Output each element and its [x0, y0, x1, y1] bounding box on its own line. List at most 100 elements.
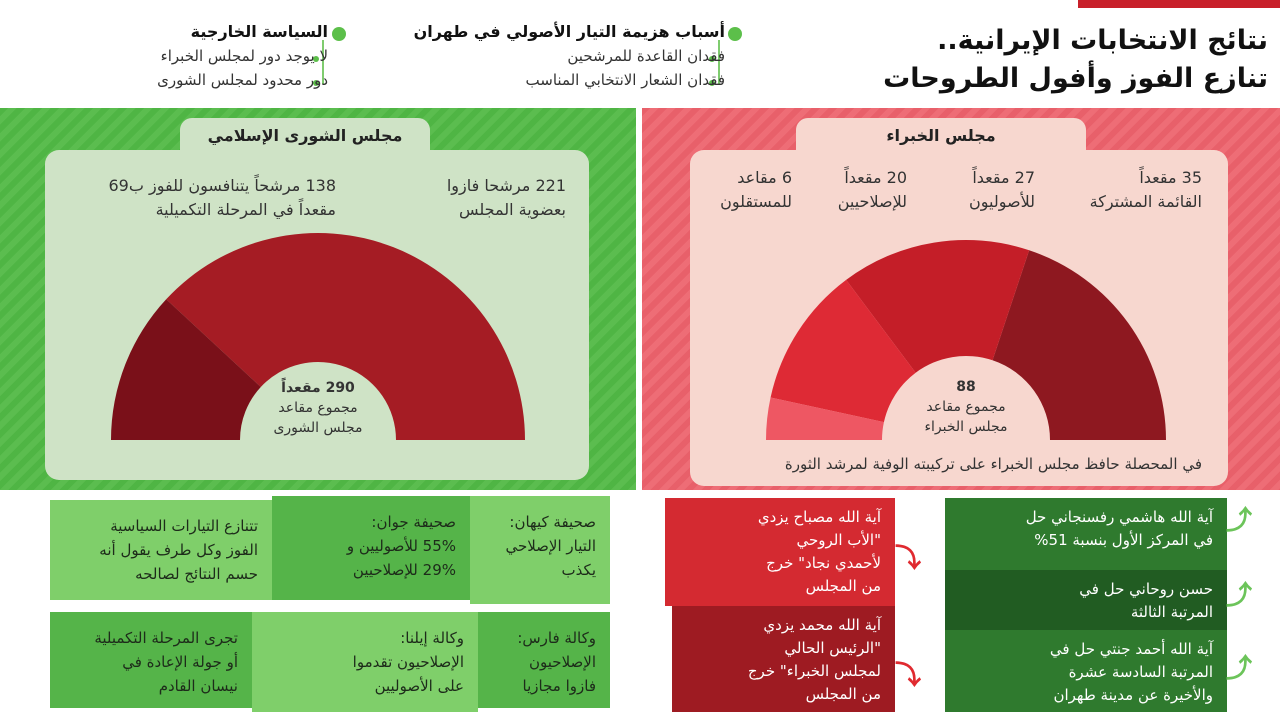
chart-1-slice-3	[766, 397, 884, 440]
chart-1-slice-0	[992, 250, 1166, 440]
slice-label-reformists: 20 مقعداً للإصلاحيين	[787, 166, 907, 214]
box-line: آية الله أحمد جنتي حل في	[1049, 640, 1213, 658]
slice-label-line: القائمة المشتركة	[1089, 192, 1202, 211]
press-box-javan: صحيفة جوان: 55% للأصوليين و 29% للإصلاحيين	[272, 496, 470, 600]
slice-label-line: 221 مرشحا فازوا	[446, 176, 566, 195]
box-line: 29% للإصلاحيين	[352, 561, 456, 579]
slice-label-line: للأصوليون	[969, 192, 1035, 211]
bullet-heading: أسباب هزيمة التيار الأصولي في طهران	[413, 22, 725, 41]
loser-box-yazdi: آية الله محمد يزدي "الرئيس الحالي لمجلس ال…	[672, 606, 895, 712]
top-accent-bar	[1078, 0, 1280, 8]
winner-box-rouhani: حسن روحاني حل في المرتبة الثالثة	[945, 570, 1227, 630]
slice-label-line: بعضوية المجلس	[458, 200, 566, 219]
experts-footnote: في المحصلة حافظ مجلس الخبراء على تركيبته…	[784, 455, 1202, 473]
bullet-heading: السياسة الخارجية	[190, 22, 328, 41]
center-total: 88	[956, 379, 976, 395]
connector-line	[322, 40, 324, 84]
bullet-icon	[313, 56, 319, 62]
press-box-ilna: وكالة إيلنا: الإصلاحيون تقدموا على الأصولي…	[252, 612, 478, 712]
box-line: حسم النتائج لصالحه	[135, 565, 258, 583]
shura-center-label: 290 مقعداً مجموع مقاعد مجلس الشورى	[258, 378, 378, 438]
connector-line	[718, 40, 720, 84]
slice-label-line: 35 مقعداً	[1139, 168, 1202, 187]
box-line: والأخيرة عن مدينة طهران	[1053, 686, 1213, 704]
experts-center-label: 88 مجموع مقاعد مجلس الخبراء	[906, 377, 1026, 437]
slice-label-line: للإصلاحيين	[837, 192, 907, 211]
box-line: يكذب	[561, 561, 596, 579]
box-line: لأحمدي نجاد" خرج	[766, 554, 881, 572]
winner-box-jannati: آية الله أحمد جنتي حل في المرتبة السادسة …	[945, 630, 1227, 712]
experts-panel: مجلس الخبراء 35 مقعداً القائمة المشتركة …	[642, 108, 1280, 490]
bullet-item: دور محدود لمجلس الشورى	[157, 71, 328, 89]
box-line: تجرى المرحلة التكميلية	[94, 629, 238, 647]
slice-label-line: للمستقلون	[720, 192, 792, 211]
bullet-item: لا يوجد دور لمجلس الخبراء	[160, 47, 328, 65]
bullet-group-foreign-policy: السياسة الخارجية لا يوجد دور لمجلس الخبر…	[68, 20, 328, 92]
box-line: "الأب الروحي	[796, 531, 881, 549]
center-line: مجلس الخبراء	[924, 419, 1008, 435]
box-line: أو جولة الإعادة في	[122, 653, 238, 671]
loser-box-mesbah: آية الله مصباح يزدي "الأب الروحي لأحمدي نج…	[665, 498, 895, 606]
box-line: صحيفة جوان:	[371, 513, 456, 531]
box-line: من المجلس	[805, 577, 881, 595]
up-arrow-icon: ⤴	[1226, 654, 1253, 684]
chart-1-slice-1	[846, 240, 1030, 373]
center-total: 290 مقعداً	[281, 380, 355, 396]
chart-1-slice-2	[770, 279, 916, 423]
bullet-item: فقدان القاعدة للمرشحين	[567, 47, 725, 65]
box-line: الفوز وكل طرف يقول أنه	[99, 541, 258, 559]
box-line: من المجلس	[805, 685, 881, 703]
down-arrow-icon: ⤵	[895, 544, 922, 574]
box-line: الإصلاحيون	[529, 653, 596, 671]
box-line: لمجلس الخبراء" خرج	[747, 662, 881, 680]
box-line: المرتبة السادسة عشرة	[1068, 663, 1213, 681]
shura-chart-title: مجلس الشورى الإسلامي	[180, 118, 430, 158]
box-line: وكالة فارس:	[517, 629, 596, 647]
up-arrow-icon: ⤴	[1226, 581, 1253, 611]
box-line: على الأصوليين	[374, 677, 464, 695]
page-title: نتائج الانتخابات الإيرانية.. تنازع الفوز…	[848, 22, 1268, 98]
down-arrow-icon: ⤵	[895, 661, 922, 691]
title-line-1: نتائج الانتخابات الإيرانية..	[937, 25, 1268, 56]
slice-label-independents: 6 مقاعد للمستقلون	[682, 166, 792, 214]
slice-label-joint-list: 35 مقعداً القائمة المشتركة	[1052, 166, 1202, 214]
title-line-2: تنازع الفوز وأفول الطروحات	[883, 63, 1268, 94]
box-line: آية الله هاشمي رفسنجاني حل	[1025, 508, 1213, 526]
slice-label-line: 27 مقعداً	[972, 168, 1035, 187]
box-line: في المركز الأول بنسبة 51%	[1034, 531, 1213, 549]
green-dot-icon	[728, 27, 742, 41]
press-box-runoff: تجرى المرحلة التكميلية أو جولة الإعادة في…	[50, 612, 252, 708]
slice-label-line: مقعداً في المرحلة التكميلية	[155, 200, 336, 219]
box-line: فازوا مجازيا	[522, 677, 596, 695]
box-line: 55% للأصوليين و	[346, 537, 456, 555]
slice-label-line: 6 مقاعد	[737, 168, 792, 187]
press-box-kayhan: صحيفة كيهان: التيار الإصلاحي يكذب	[470, 496, 610, 604]
chart-0-slice-0	[166, 233, 525, 440]
slice-label-principlists: 27 مقعداً للأصوليون	[915, 166, 1035, 214]
box-line: آية الله مصباح يزدي	[757, 508, 881, 526]
green-dot-icon	[332, 27, 346, 41]
experts-chart-title: مجلس الخبراء	[796, 118, 1086, 158]
up-arrow-icon: ⤴	[1226, 506, 1253, 536]
box-line: المرتبة الثالثة	[1130, 603, 1213, 621]
box-line: صحيفة كيهان:	[509, 513, 596, 531]
box-line: الإصلاحيون تقدموا	[352, 653, 464, 671]
box-line: حسن روحاني حل في	[1079, 580, 1213, 598]
slice-label-line: 138 مرشحاً يتنافسون للفوز ب69	[108, 176, 337, 195]
slice-label-runoff: 138 مرشحاً يتنافسون للفوز ب69 مقعداً في …	[56, 174, 337, 222]
press-box-fars: وكالة فارس: الإصلاحيون فازوا مجازيا	[478, 612, 610, 708]
box-line: آية الله محمد يزدي	[763, 616, 881, 634]
bullet-item: فقدان الشعار الانتخابي المناسب	[525, 71, 725, 89]
box-line: نيسان القادم	[158, 677, 238, 695]
press-box-dispute: تتنازع التيارات السياسية الفوز وكل طرف يق…	[50, 500, 272, 600]
chart-0-slice-1	[111, 299, 261, 440]
center-line: مجموع مقاعد	[926, 399, 1006, 415]
center-line: مجموع مقاعد	[278, 400, 358, 416]
bullet-group-defeat-reasons: أسباب هزيمة التيار الأصولي في طهران فقدا…	[345, 20, 725, 92]
box-line: وكالة إيلنا:	[400, 629, 464, 647]
bullet-icon	[313, 80, 319, 86]
box-line: "الرئيس الحالي	[784, 639, 881, 657]
box-line: التيار الإصلاحي	[505, 537, 596, 555]
winner-box-rafsanjani: آية الله هاشمي رفسنجاني حل في المركز الأو…	[945, 498, 1227, 570]
